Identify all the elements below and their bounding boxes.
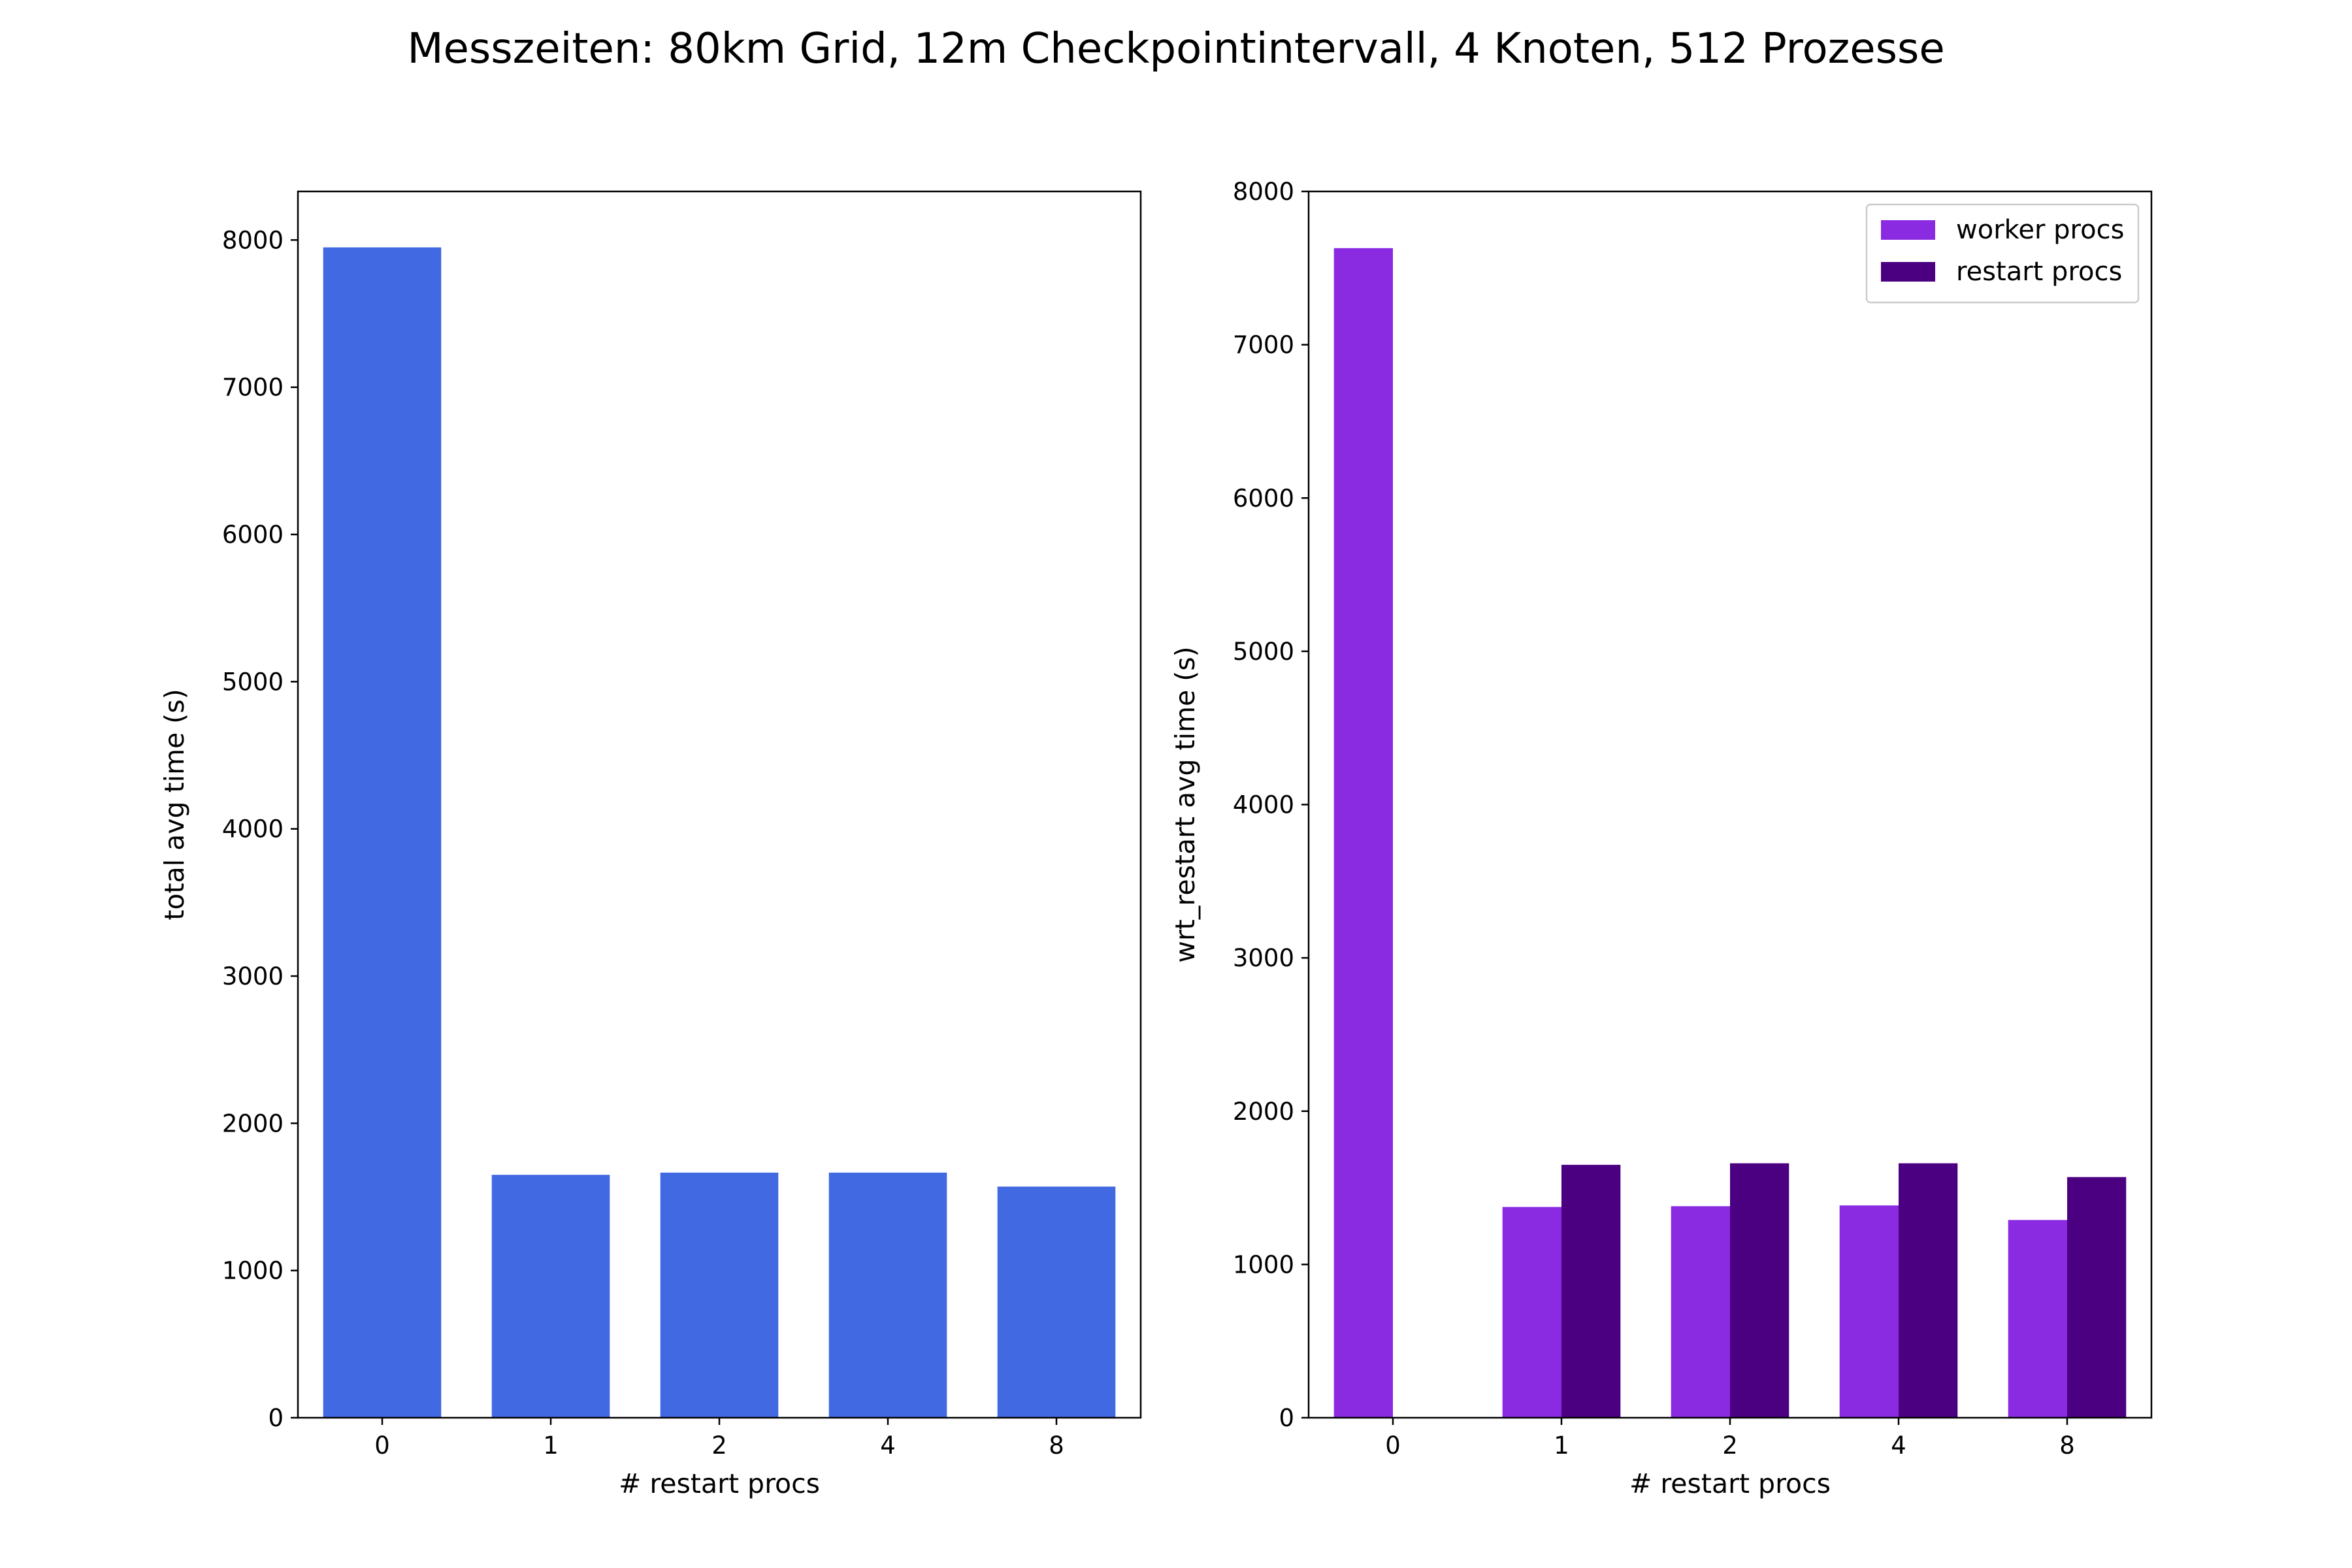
y-tick-label: 8000 bbox=[1233, 178, 1294, 206]
x-axis-label: # restart procs bbox=[619, 1468, 820, 1499]
y-tick-label: 4000 bbox=[222, 815, 284, 843]
bar-restart-procs-8 bbox=[2067, 1177, 2127, 1418]
y-tick-label: 4000 bbox=[1233, 791, 1294, 819]
x-tick-label: 1 bbox=[543, 1431, 559, 1460]
x-tick-label: 8 bbox=[1049, 1431, 1064, 1460]
x-tick-label: 8 bbox=[2059, 1431, 2075, 1460]
x-tick-label: 4 bbox=[1891, 1431, 1906, 1460]
bar-worker-procs-1 bbox=[1502, 1207, 1561, 1418]
x-axis-label: # restart procs bbox=[1629, 1468, 1831, 1499]
y-tick-label: 0 bbox=[1279, 1404, 1294, 1432]
bar-total-0 bbox=[323, 247, 442, 1418]
figure-title: Messzeiten: 80km Grid, 12m Checkpointint… bbox=[407, 25, 1944, 73]
bar-worker-procs-4 bbox=[1839, 1205, 1899, 1418]
bar-worker-procs-0 bbox=[1333, 248, 1393, 1418]
bar-total-1 bbox=[491, 1175, 610, 1418]
x-tick-label: 4 bbox=[880, 1431, 896, 1460]
y-tick-label: 2000 bbox=[222, 1109, 284, 1137]
x-tick-label: 1 bbox=[1554, 1431, 1569, 1460]
y-tick-label: 5000 bbox=[222, 668, 284, 696]
y-axis-label: wrt_restart avg time (s) bbox=[1169, 646, 1201, 962]
y-tick-label: 8000 bbox=[222, 226, 284, 254]
x-tick-label: 2 bbox=[1722, 1431, 1738, 1460]
bar-total-8 bbox=[997, 1186, 1116, 1418]
y-tick-label: 5000 bbox=[1233, 638, 1294, 666]
y-axis-label: total avg time (s) bbox=[159, 689, 190, 920]
legend-swatch bbox=[1881, 220, 1935, 240]
y-tick-label: 1000 bbox=[222, 1257, 284, 1285]
y-tick-label: 2000 bbox=[1233, 1098, 1294, 1126]
bar-worker-procs-8 bbox=[2008, 1220, 2067, 1418]
y-tick-label: 3000 bbox=[1233, 944, 1294, 972]
legend-label: worker procs bbox=[1956, 215, 2124, 245]
y-tick-label: 6000 bbox=[1233, 484, 1294, 512]
y-tick-label: 1000 bbox=[1233, 1250, 1294, 1279]
bar-restart-procs-2 bbox=[1730, 1163, 1789, 1418]
bar-total-2 bbox=[660, 1172, 779, 1418]
bar-restart-procs-1 bbox=[1561, 1164, 1621, 1418]
x-tick-label: 2 bbox=[711, 1431, 727, 1460]
chart-left: 0 1000 2000 3000 4000 5000 6000 7000 8000 0 1 2 4 8 # … bbox=[159, 190, 1142, 1499]
y-tick-label: 7000 bbox=[222, 374, 284, 402]
bar-worker-procs-2 bbox=[1671, 1206, 1730, 1418]
y-tick-label: 3000 bbox=[222, 962, 284, 990]
y-tick-label: 7000 bbox=[1233, 331, 1294, 359]
y-tick-label: 6000 bbox=[222, 521, 284, 549]
legend-label: restart procs bbox=[1956, 257, 2122, 287]
x-tick-label: 0 bbox=[1385, 1431, 1401, 1460]
bar-restart-procs-4 bbox=[1899, 1163, 1958, 1418]
legend-swatch bbox=[1881, 262, 1935, 282]
chart-right: 0 1000 2000 3000 4000 5000 6000 7000 8000 0 1 2 4 8 # … bbox=[1169, 178, 2153, 1499]
y-tick-label: 0 bbox=[268, 1404, 284, 1432]
x-tick-label: 0 bbox=[374, 1431, 390, 1460]
bar-total-4 bbox=[828, 1172, 947, 1418]
